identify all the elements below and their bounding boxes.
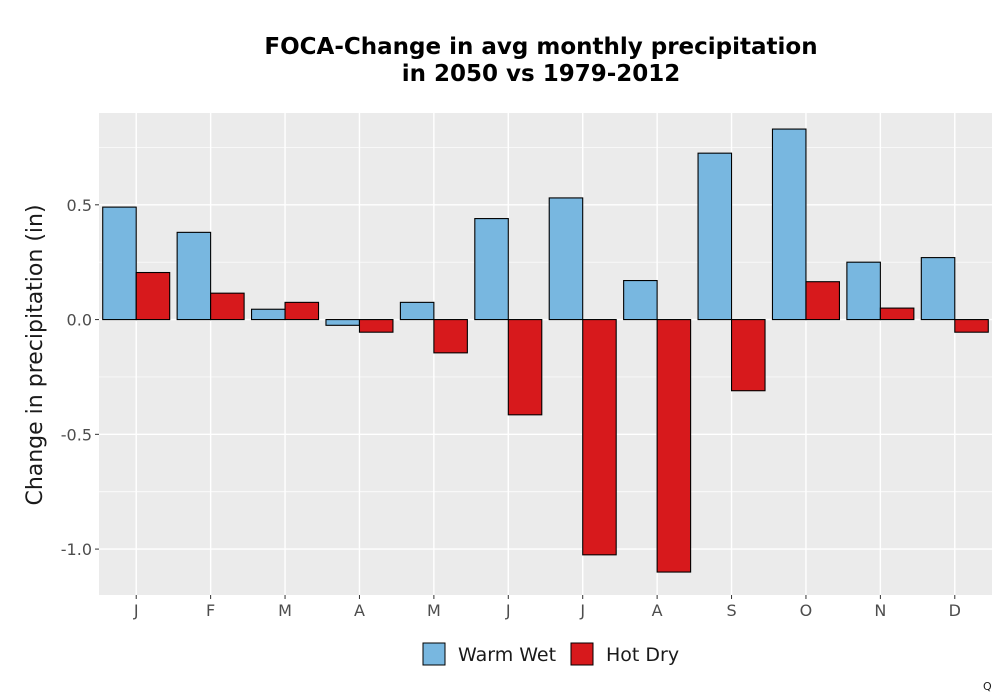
x-tick-label: M	[278, 601, 292, 620]
x-tick-label: J	[579, 601, 585, 620]
legend-label-warm-wet: Warm Wet	[458, 644, 556, 666]
y-axis-title: Change in precipitation (in)	[23, 204, 48, 505]
x-tick-label: A	[652, 601, 663, 620]
bar-warm-wet-6	[548, 197, 584, 321]
chart-title-line-2: in 2050 vs 1979-2012	[402, 61, 681, 87]
bar-warm-wet-7	[623, 280, 658, 321]
bar-hot-dry-5	[507, 319, 543, 416]
bar-warm-wet-2	[251, 308, 286, 321]
y-tick-label: 0.5	[67, 196, 92, 215]
bar-warm-wet-8	[697, 152, 733, 321]
chart-title-line-1: FOCA-Change in avg monthly precipitation	[264, 34, 817, 60]
bar-hot-dry-3	[358, 319, 394, 333]
x-tick-label: M	[427, 601, 441, 620]
legend-swatch-hot-dry	[570, 642, 594, 666]
bar-warm-wet-1	[176, 231, 212, 321]
x-tick-label: J	[133, 601, 139, 620]
y-tick-label: -1.0	[61, 540, 92, 559]
bar-warm-wet-3	[325, 319, 361, 326]
bar-warm-wet-9	[771, 128, 807, 321]
bar-warm-wet-0	[102, 206, 137, 321]
bar-hot-dry-4	[433, 319, 468, 354]
legend: Warm Wet Hot Dry	[422, 642, 679, 666]
bar-hot-dry-2	[284, 301, 320, 321]
bar-warm-wet-10	[846, 261, 881, 321]
legend-label-hot-dry: Hot Dry	[606, 644, 679, 666]
x-tick-label: O	[800, 601, 813, 620]
x-tick-label: J	[505, 601, 511, 620]
y-tick-label: -0.5	[61, 425, 92, 444]
x-tick-label: A	[354, 601, 365, 620]
y-tick-label: 0.0	[67, 311, 92, 330]
bar-warm-wet-5	[474, 218, 509, 321]
minor-gridlines	[99, 147, 992, 493]
corner-mark: Q	[983, 680, 992, 693]
x-tick-label: D	[949, 601, 961, 620]
legend-swatch-warm-wet	[422, 642, 446, 666]
x-tick-label: F	[206, 601, 215, 620]
y-axis-ticks: -1.0 -0.5 0.0 0.5	[61, 196, 99, 559]
bar-hot-dry-1	[210, 292, 245, 321]
bars	[102, 128, 989, 573]
bar-warm-wet-11	[920, 257, 956, 321]
bar-hot-dry-9	[805, 281, 840, 321]
x-tick-label: S	[726, 601, 736, 620]
bar-hot-dry-6	[582, 319, 617, 556]
bar-hot-dry-11	[954, 319, 989, 333]
bar-warm-wet-4	[399, 301, 435, 321]
bar-hot-dry-7	[656, 319, 692, 573]
plot-panel	[99, 113, 992, 595]
bar-hot-dry-10	[879, 307, 915, 321]
bar-hot-dry-0	[135, 271, 171, 321]
bar-hot-dry-8	[730, 319, 766, 392]
x-tick-label: N	[874, 601, 886, 620]
